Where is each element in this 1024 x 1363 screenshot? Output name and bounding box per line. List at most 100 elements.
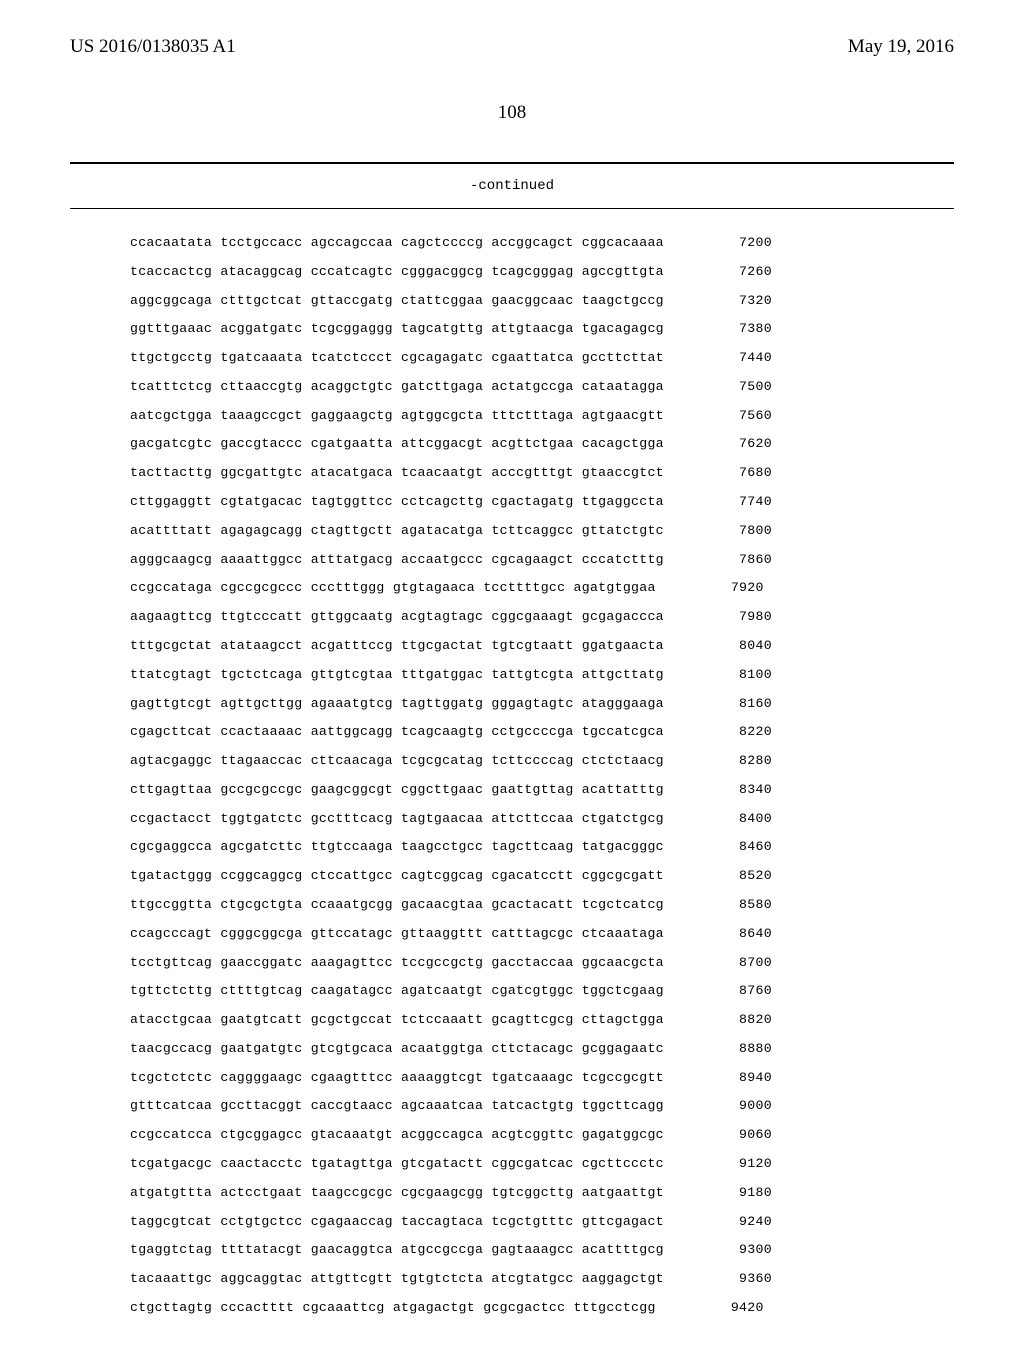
sequence-position: 8880 bbox=[692, 1035, 772, 1064]
sequence-position: 9420 bbox=[684, 1294, 764, 1323]
sequence-row: tacttacttg ggcgattgtc atacatgaca tcaacaa… bbox=[130, 459, 954, 488]
sequence-row: tcgatgacgc caactacctc tgatagttga gtcgata… bbox=[130, 1150, 954, 1179]
sequence-row: tcaccactcg atacaggcag cccatcagtc cgggacg… bbox=[130, 258, 954, 287]
sequence-position: 7440 bbox=[692, 344, 772, 373]
sequence-text: ttgctgcctg tgatcaaata tcatctccct cgcagag… bbox=[130, 344, 664, 373]
sequence-position: 7380 bbox=[692, 315, 772, 344]
sequence-position: 9300 bbox=[692, 1236, 772, 1265]
sequence-text: tgaggtctag ttttatacgt gaacaggtca atgccgc… bbox=[130, 1236, 664, 1265]
sequence-text: cgcgaggcca agcgatcttc ttgtccaaga taagcct… bbox=[130, 833, 664, 862]
sequence-row: cgcgaggcca agcgatcttc ttgtccaaga taagcct… bbox=[130, 833, 954, 862]
page-header: US 2016/0138035 A1 May 19, 2016 bbox=[70, 36, 954, 58]
sequence-text: tcgatgacgc caactacctc tgatagttga gtcgata… bbox=[130, 1150, 664, 1179]
sequence-row: acattttatt agagagcagg ctagttgctt agataca… bbox=[130, 517, 954, 546]
sequence-position: 7260 bbox=[692, 258, 772, 287]
sequence-row: agtacgaggc ttagaaccac cttcaacaga tcgcgca… bbox=[130, 747, 954, 776]
inner-rule bbox=[70, 208, 954, 209]
sequence-position: 8460 bbox=[692, 833, 772, 862]
sequence-row: aatcgctgga taaagccgct gaggaagctg agtggcg… bbox=[130, 402, 954, 431]
sequence-position: 8940 bbox=[692, 1064, 772, 1093]
sequence-row: cttgagttaa gccgcgccgc gaagcggcgt cggcttg… bbox=[130, 776, 954, 805]
sequence-position: 9060 bbox=[692, 1121, 772, 1150]
sequence-text: atgatgttta actcctgaat taagccgcgc cgcgaag… bbox=[130, 1179, 664, 1208]
sequence-row: atgatgttta actcctgaat taagccgcgc cgcgaag… bbox=[130, 1179, 954, 1208]
sequence-position: 7200 bbox=[692, 229, 772, 258]
sequence-text: ttgccggtta ctgcgctgta ccaaatgcgg gacaacg… bbox=[130, 891, 664, 920]
sequence-row: ttatcgtagt tgctctcaga gttgtcgtaa tttgatg… bbox=[130, 661, 954, 690]
sequence-row: ttgctgcctg tgatcaaata tcatctccct cgcagag… bbox=[130, 344, 954, 373]
sequence-text: ccagcccagt cgggcggcga gttccatagc gttaagg… bbox=[130, 920, 664, 949]
sequence-position: 8760 bbox=[692, 977, 772, 1006]
sequence-text: tttgcgctat atataagcct acgatttccg ttgcgac… bbox=[130, 632, 664, 661]
sequence-text: ccgccatcca ctgcggagcc gtacaaatgt acggcca… bbox=[130, 1121, 664, 1150]
sequence-row: tgatactggg ccggcaggcg ctccattgcc cagtcgg… bbox=[130, 862, 954, 891]
sequence-row: tcgctctctc caggggaagc cgaagtttcc aaaaggt… bbox=[130, 1064, 954, 1093]
sequence-row: ccgccataga cgccgcgccc ccctttggg gtgtagaa… bbox=[130, 574, 954, 603]
sequence-position: 9240 bbox=[692, 1208, 772, 1237]
sequence-position: 8100 bbox=[692, 661, 772, 690]
sequence-position: 9180 bbox=[692, 1179, 772, 1208]
sequence-position: 7620 bbox=[692, 430, 772, 459]
sequence-position: 7560 bbox=[692, 402, 772, 431]
sequence-text: tcctgttcag gaaccggatc aaagagttcc tccgccg… bbox=[130, 949, 664, 978]
sequence-text: aagaagttcg ttgtcccatt gttggcaatg acgtagt… bbox=[130, 603, 664, 632]
sequence-row: tgaggtctag ttttatacgt gaacaggtca atgccgc… bbox=[130, 1236, 954, 1265]
sequence-position: 8160 bbox=[692, 690, 772, 719]
sequence-text: cttggaggtt cgtatgacac tagtggttcc cctcagc… bbox=[130, 488, 664, 517]
sequence-text: agggcaagcg aaaattggcc atttatgacg accaatg… bbox=[130, 546, 664, 575]
sequence-text: gagttgtcgt agttgcttgg agaaatgtcg tagttgg… bbox=[130, 690, 664, 719]
sequence-row: ccgccatcca ctgcggagcc gtacaaatgt acggcca… bbox=[130, 1121, 954, 1150]
sequence-position: 8340 bbox=[692, 776, 772, 805]
sequence-row: ttgccggtta ctgcgctgta ccaaatgcgg gacaacg… bbox=[130, 891, 954, 920]
sequence-text: tacttacttg ggcgattgtc atacatgaca tcaacaa… bbox=[130, 459, 664, 488]
page-container: US 2016/0138035 A1 May 19, 2016 108 -con… bbox=[0, 0, 1024, 1363]
top-rule bbox=[70, 162, 954, 164]
sequence-row: cgagcttcat ccactaaaac aattggcagg tcagcaa… bbox=[130, 718, 954, 747]
sequence-row: aagaagttcg ttgtcccatt gttggcaatg acgtagt… bbox=[130, 603, 954, 632]
sequence-text: acattttatt agagagcagg ctagttgctt agataca… bbox=[130, 517, 664, 546]
sequence-position: 9000 bbox=[692, 1092, 772, 1121]
sequence-row: tgttctcttg cttttgtcag caagatagcc agatcaa… bbox=[130, 977, 954, 1006]
sequence-text: ctgcttagtg cccactttt cgcaaattcg atgagact… bbox=[130, 1294, 656, 1323]
sequence-row: taggcgtcat cctgtgctcc cgagaaccag taccagt… bbox=[130, 1208, 954, 1237]
sequence-position: 7680 bbox=[692, 459, 772, 488]
sequence-position: 8400 bbox=[692, 805, 772, 834]
sequence-position: 9360 bbox=[692, 1265, 772, 1294]
sequence-row: ggtttgaaac acggatgatc tcgcggaggg tagcatg… bbox=[130, 315, 954, 344]
sequence-row: cttggaggtt cgtatgacac tagtggttcc cctcagc… bbox=[130, 488, 954, 517]
sequence-text: ccacaatata tcctgccacc agccagccaa cagctcc… bbox=[130, 229, 664, 258]
sequence-row: tttgcgctat atataagcct acgatttccg ttgcgac… bbox=[130, 632, 954, 661]
sequence-row: ctgcttagtg cccactttt cgcaaattcg atgagact… bbox=[130, 1294, 954, 1323]
sequence-text: ccgccataga cgccgcgccc ccctttggg gtgtagaa… bbox=[130, 574, 656, 603]
sequence-row: ccacaatata tcctgccacc agccagccaa cagctcc… bbox=[130, 229, 954, 258]
sequence-position: 8700 bbox=[692, 949, 772, 978]
page-number: 108 bbox=[70, 102, 954, 124]
sequence-text: atacctgcaa gaatgtcatt gcgctgccat tctccaa… bbox=[130, 1006, 664, 1035]
sequence-position: 7740 bbox=[692, 488, 772, 517]
continued-label: -continued bbox=[70, 178, 954, 194]
sequence-text: tcgctctctc caggggaagc cgaagtttcc aaaaggt… bbox=[130, 1064, 664, 1093]
sequence-position: 7980 bbox=[692, 603, 772, 632]
sequence-position: 8580 bbox=[692, 891, 772, 920]
sequence-row: gagttgtcgt agttgcttgg agaaatgtcg tagttgg… bbox=[130, 690, 954, 719]
sequence-position: 7800 bbox=[692, 517, 772, 546]
sequence-text: tgatactggg ccggcaggcg ctccattgcc cagtcgg… bbox=[130, 862, 664, 891]
sequence-text: cgagcttcat ccactaaaac aattggcagg tcagcaa… bbox=[130, 718, 664, 747]
sequence-text: tacaaattgc aggcaggtac attgttcgtt tgtgtct… bbox=[130, 1265, 664, 1294]
sequence-row: tcatttctcg cttaaccgtg acaggctgtc gatcttg… bbox=[130, 373, 954, 402]
sequence-row: ccagcccagt cgggcggcga gttccatagc gttaagg… bbox=[130, 920, 954, 949]
sequence-text: ccgactacct tggtgatctc gcctttcacg tagtgaa… bbox=[130, 805, 664, 834]
sequence-position: 7500 bbox=[692, 373, 772, 402]
sequence-position: 8040 bbox=[692, 632, 772, 661]
publication-date: May 19, 2016 bbox=[848, 36, 954, 58]
sequence-text: ttatcgtagt tgctctcaga gttgtcgtaa tttgatg… bbox=[130, 661, 664, 690]
sequence-position: 8520 bbox=[692, 862, 772, 891]
sequence-row: agggcaagcg aaaattggcc atttatgacg accaatg… bbox=[130, 546, 954, 575]
sequence-row: gacgatcgtc gaccgtaccc cgatgaatta attcgga… bbox=[130, 430, 954, 459]
sequence-position: 8820 bbox=[692, 1006, 772, 1035]
sequence-position: 7920 bbox=[684, 574, 764, 603]
sequence-row: tacaaattgc aggcaggtac attgttcgtt tgtgtct… bbox=[130, 1265, 954, 1294]
sequence-text: tcaccactcg atacaggcag cccatcagtc cgggacg… bbox=[130, 258, 664, 287]
sequence-text: tcatttctcg cttaaccgtg acaggctgtc gatcttg… bbox=[130, 373, 664, 402]
sequence-text: agtacgaggc ttagaaccac cttcaacaga tcgcgca… bbox=[130, 747, 664, 776]
